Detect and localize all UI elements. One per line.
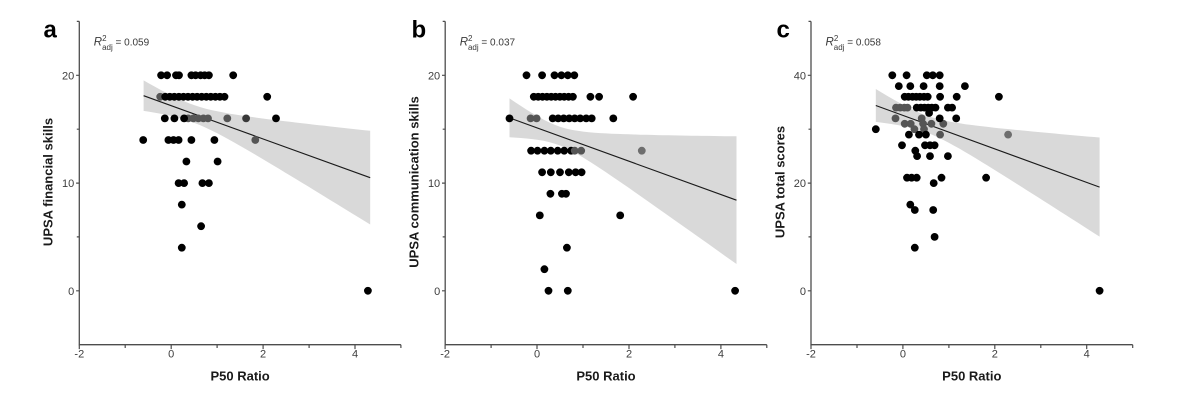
svg-text:P50 Ratio: P50 Ratio <box>576 369 635 384</box>
svg-text:0: 0 <box>534 349 540 361</box>
svg-text:UPSA communication skills: UPSA communication skills <box>407 96 422 267</box>
svg-text:2: 2 <box>626 349 632 361</box>
svg-text:0: 0 <box>900 349 906 361</box>
svg-text:20: 20 <box>62 70 74 82</box>
svg-text:P50 Ratio: P50 Ratio <box>942 369 1001 384</box>
svg-text:P50 Ratio: P50 Ratio <box>210 369 269 384</box>
svg-text:-2: -2 <box>74 349 84 361</box>
svg-text:2: 2 <box>992 349 998 361</box>
svg-text:40: 40 <box>794 70 806 82</box>
svg-text:0: 0 <box>68 286 74 298</box>
svg-text:UPSA financial skills: UPSA financial skills <box>41 118 56 246</box>
svg-text:20: 20 <box>794 178 806 190</box>
svg-text:-2: -2 <box>806 349 816 361</box>
svg-text:c: c <box>777 17 790 44</box>
svg-text:4: 4 <box>352 349 358 361</box>
svg-text:4: 4 <box>718 349 724 361</box>
svg-text:a: a <box>44 17 58 44</box>
svg-text:0: 0 <box>168 349 174 361</box>
svg-text:2: 2 <box>260 349 266 361</box>
svg-text:10: 10 <box>428 178 440 190</box>
svg-text:4: 4 <box>1084 349 1090 361</box>
svg-text:-2: -2 <box>440 349 450 361</box>
svg-text:0: 0 <box>800 286 806 298</box>
svg-text:20: 20 <box>428 70 440 82</box>
svg-text:10: 10 <box>62 178 74 190</box>
svg-text:UPSA total scores: UPSA total scores <box>772 126 787 238</box>
svg-text:b: b <box>412 17 427 44</box>
svg-text:0: 0 <box>434 286 440 298</box>
